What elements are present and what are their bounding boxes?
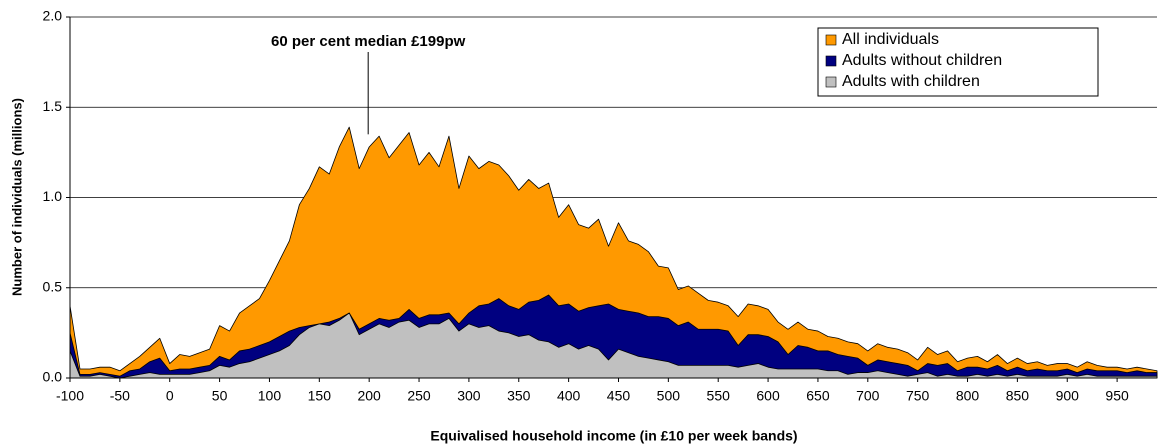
x-tick-label: -50 <box>110 388 130 404</box>
x-tick-label: 550 <box>707 388 731 404</box>
x-tick-label: 500 <box>657 388 681 404</box>
x-tick-label: 450 <box>607 388 631 404</box>
legend-label: Adults with children <box>842 73 980 90</box>
y-tick-label: 2.0 <box>43 8 63 24</box>
x-tick-label: 300 <box>457 388 481 404</box>
area <box>69 312 1158 379</box>
y-tick-label: 1.0 <box>43 188 63 204</box>
x-tick-label: 50 <box>212 388 228 404</box>
legend-box <box>817 27 1099 97</box>
y-tick-label: 0.5 <box>43 278 63 294</box>
y-axis-title: Number of individuals (millions) <box>9 98 24 296</box>
area <box>69 126 1158 379</box>
x-tick-label: 650 <box>806 388 830 404</box>
x-tick-label: 900 <box>1056 388 1080 404</box>
x-axis-title: Equivalised household income (in £10 per… <box>430 428 797 444</box>
x-tick-label: 700 <box>856 388 880 404</box>
x-tick-label: 950 <box>1105 388 1129 404</box>
legend-label: Adults without children <box>842 52 1002 69</box>
legend-swatch <box>825 55 837 67</box>
x-tick-label: 0 <box>166 388 174 404</box>
x-tick-label: 850 <box>1006 388 1030 404</box>
x-tick-label: 750 <box>906 388 930 404</box>
x-tick-label: 100 <box>258 388 282 404</box>
legend-label: All individuals <box>842 31 939 48</box>
x-tick-label: -100 <box>56 388 84 404</box>
x-tick-label: 350 <box>507 388 531 404</box>
legend-swatch <box>825 34 837 46</box>
x-tick-label: 150 <box>308 388 332 404</box>
x-tick-label: 800 <box>956 388 980 404</box>
x-tick-label: 600 <box>756 388 780 404</box>
legend-swatch <box>825 76 837 88</box>
annotation: 60 per cent median £199pw <box>271 33 466 50</box>
y-tick-label: 0.0 <box>43 369 63 385</box>
y-tick-label: 1.5 <box>43 98 63 114</box>
x-tick-label: 250 <box>407 388 431 404</box>
x-tick-label: 400 <box>557 388 581 404</box>
x-tick-label: 200 <box>357 388 381 404</box>
